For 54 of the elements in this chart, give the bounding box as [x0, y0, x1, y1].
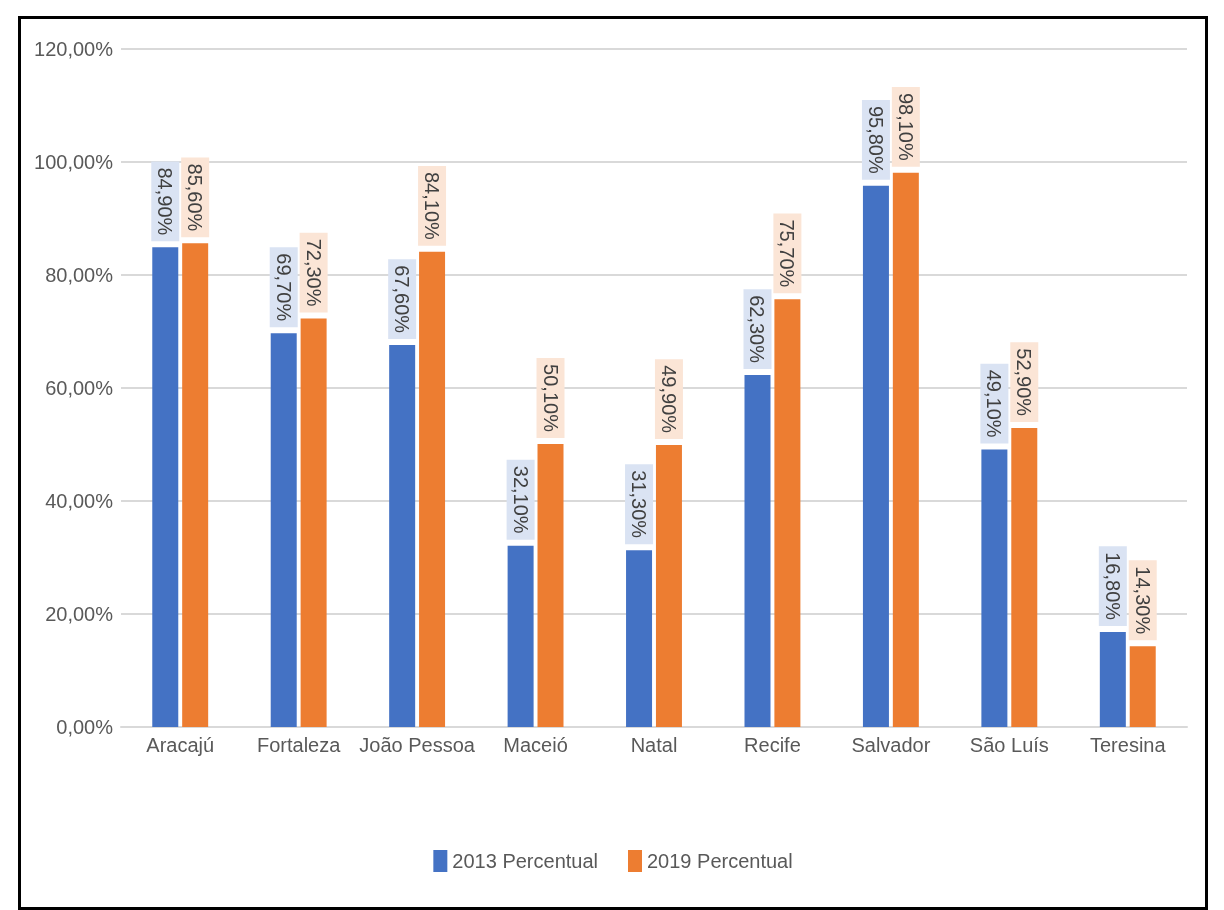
bar [300, 318, 327, 727]
bar [1011, 428, 1038, 727]
bar [1129, 646, 1156, 727]
y-tick-label: 40,00% [45, 490, 114, 512]
data-label: 84,90% [154, 167, 177, 236]
data-label: 16,80% [1101, 552, 1124, 621]
bar [182, 243, 209, 727]
y-tick-label: 80,00% [45, 264, 114, 286]
data-label: 62,30% [746, 295, 769, 364]
data-label: 31,30% [628, 470, 651, 539]
y-tick-label: 100,00% [34, 151, 114, 173]
x-tick-label: Aracajú [146, 734, 215, 756]
data-label: 14,30% [1131, 566, 1154, 635]
bar [981, 449, 1008, 727]
bar [507, 545, 534, 727]
x-tick-label: Fortaleza [256, 734, 342, 756]
y-tick-label: 0,00% [56, 716, 114, 738]
bar [892, 172, 919, 727]
bar [537, 443, 564, 727]
bar [862, 185, 889, 727]
x-tick-label: São Luís [969, 734, 1049, 756]
legend-label: 2019 Percentual [647, 850, 793, 872]
bar [655, 445, 682, 727]
data-label: 98,10% [894, 92, 917, 161]
bar [1099, 632, 1126, 727]
data-label: 72,30% [302, 238, 325, 307]
y-tick-label: 20,00% [45, 603, 114, 625]
bar [774, 299, 801, 727]
data-label: 95,80% [864, 105, 887, 174]
bar [419, 251, 446, 727]
y-tick-label: 120,00% [34, 38, 114, 60]
data-label: 85,60% [184, 163, 207, 232]
data-label: 75,70% [776, 219, 799, 288]
data-label: 50,10% [539, 364, 562, 433]
bar [152, 247, 179, 727]
legend-label: 2013 Percentual [452, 850, 599, 872]
data-label: 67,60% [391, 265, 414, 334]
x-tick-label: João Pessoa [359, 734, 476, 756]
x-tick-label: Recife [744, 734, 801, 756]
data-label: 32,10% [509, 465, 532, 534]
data-label: 69,70% [272, 253, 295, 322]
x-tick-label: Maceió [503, 734, 568, 756]
x-tick-label: Natal [630, 734, 678, 756]
bar [270, 333, 297, 727]
bar [389, 345, 416, 727]
bar [744, 375, 771, 727]
x-tick-label: Teresina [1089, 734, 1167, 756]
data-label: 84,10% [421, 171, 444, 241]
y-tick-label: 60,00% [45, 377, 114, 399]
bar [626, 550, 653, 727]
data-label: 49,10% [983, 369, 1006, 438]
data-label: 52,90% [1013, 348, 1036, 417]
x-tick-label: Salvador [851, 734, 931, 756]
data-label: 49,90% [657, 365, 680, 434]
